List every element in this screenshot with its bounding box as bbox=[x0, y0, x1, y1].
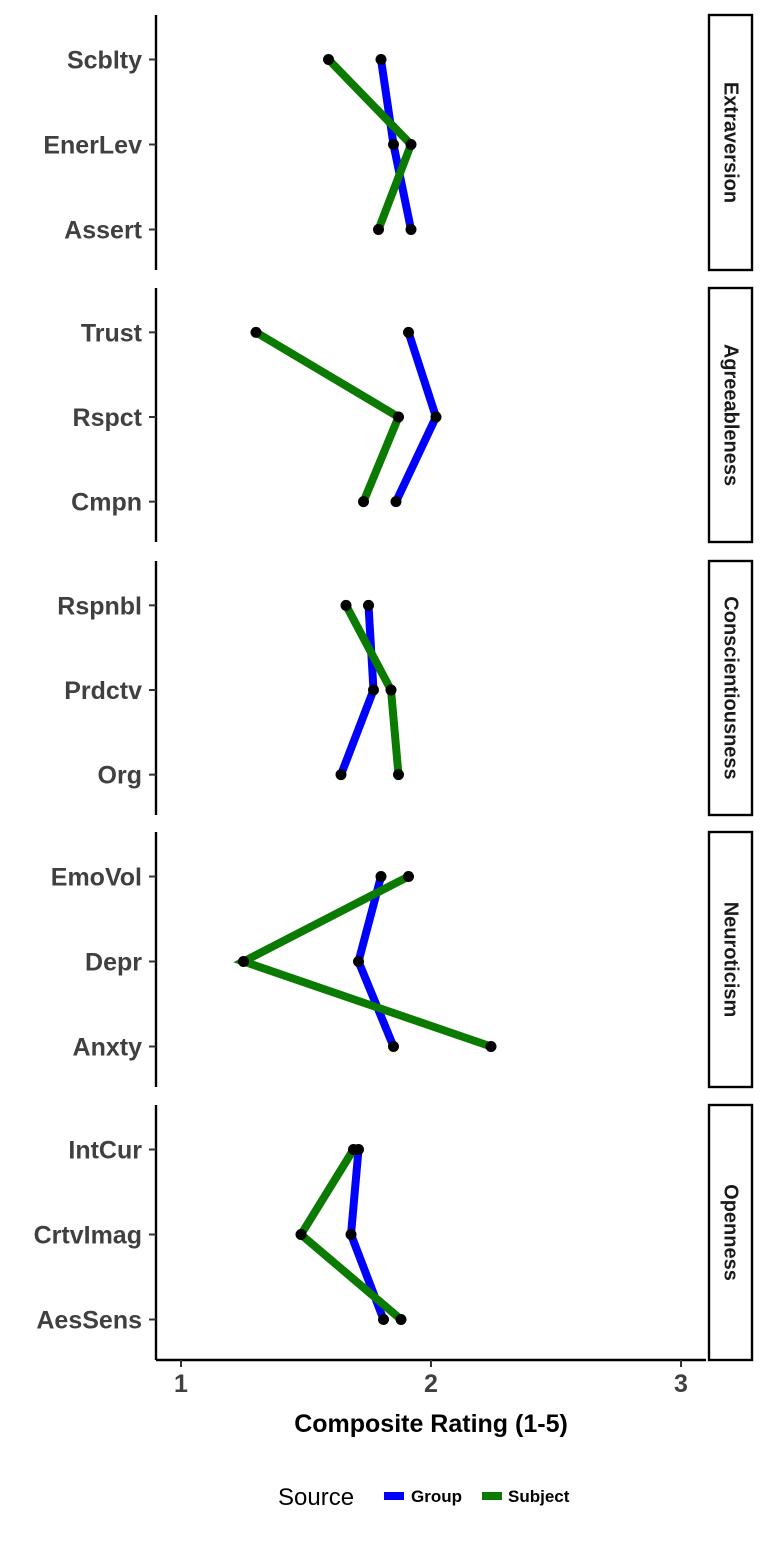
facet-label: Openness bbox=[720, 1184, 742, 1281]
data-point-subject bbox=[358, 496, 369, 508]
legend-label-subject: Subject bbox=[508, 1487, 570, 1506]
data-point-subject bbox=[395, 1314, 407, 1325]
y-tick-label: AesSens bbox=[36, 1307, 142, 1335]
y-tick-label: EnerLev bbox=[43, 132, 142, 160]
data-point-subject bbox=[250, 326, 262, 338]
data-point-group bbox=[345, 1229, 357, 1240]
y-tick-label: CrtvImag bbox=[34, 1222, 142, 1250]
data-point-group bbox=[335, 769, 347, 781]
data-point-subject bbox=[373, 224, 384, 235]
data-point-group bbox=[368, 684, 379, 696]
legend-label-group: Group bbox=[411, 1487, 462, 1506]
facet-label: Conscientiousness bbox=[720, 596, 742, 779]
x-tick-label: 2 bbox=[424, 1370, 438, 1398]
x-tick-label: 3 bbox=[674, 1370, 688, 1398]
data-point-group bbox=[375, 54, 387, 65]
data-point-group bbox=[378, 1314, 389, 1325]
data-point-group bbox=[353, 956, 364, 967]
facet-strip bbox=[707, 13, 754, 272]
y-tick-label: Rspct bbox=[73, 404, 143, 432]
data-point-subject bbox=[295, 1229, 307, 1240]
data-point-group bbox=[363, 599, 374, 611]
facet-label: Neuroticism bbox=[720, 902, 742, 1018]
y-tick-label: Scblty bbox=[67, 47, 142, 75]
facet-label: Agreeableness bbox=[720, 344, 742, 486]
data-point-subject bbox=[405, 139, 417, 150]
data-point-subject bbox=[323, 54, 334, 65]
series-line-subject bbox=[233, 872, 493, 1051]
data-point-group bbox=[390, 496, 402, 508]
facet-strip bbox=[707, 830, 754, 1089]
x-tick-label: 1 bbox=[174, 1370, 188, 1398]
data-point-subject bbox=[403, 871, 414, 882]
data-point-subject bbox=[393, 411, 404, 423]
y-tick-label: Org bbox=[98, 762, 142, 790]
y-tick-label: EmoVol bbox=[51, 864, 142, 892]
data-point-subject bbox=[340, 599, 352, 611]
y-tick-label: Cmpn bbox=[71, 489, 142, 517]
facet-strip bbox=[707, 1103, 754, 1362]
data-point-subject bbox=[238, 956, 249, 967]
data-point-group bbox=[388, 1041, 399, 1052]
y-tick-label: IntCur bbox=[68, 1137, 142, 1165]
y-tick-label: Anxty bbox=[73, 1034, 143, 1062]
y-tick-label: Trust bbox=[81, 319, 143, 347]
facet-label: Extraversion bbox=[720, 82, 742, 203]
x-axis-title: Composite Rating (1-5) bbox=[294, 1410, 568, 1438]
data-point-group bbox=[403, 326, 414, 338]
facet-strip bbox=[707, 286, 754, 544]
facet-strip bbox=[707, 559, 754, 817]
data-point-subject bbox=[485, 1041, 497, 1052]
y-tick-label: Depr bbox=[85, 949, 142, 977]
y-tick-label: Assert bbox=[64, 217, 142, 245]
y-tick-label: Prdctv bbox=[64, 677, 142, 705]
y-tick-label: Rspnbl bbox=[57, 592, 142, 620]
data-point-group bbox=[375, 871, 387, 882]
data-point-subject bbox=[348, 1144, 359, 1155]
data-point-group bbox=[405, 224, 417, 235]
data-point-subject bbox=[385, 684, 397, 696]
series-line-subject bbox=[253, 328, 404, 504]
data-point-subject bbox=[393, 769, 404, 781]
legend-title: Source bbox=[278, 1484, 354, 1511]
data-point-group bbox=[430, 411, 442, 423]
data-point-group bbox=[388, 139, 399, 150]
